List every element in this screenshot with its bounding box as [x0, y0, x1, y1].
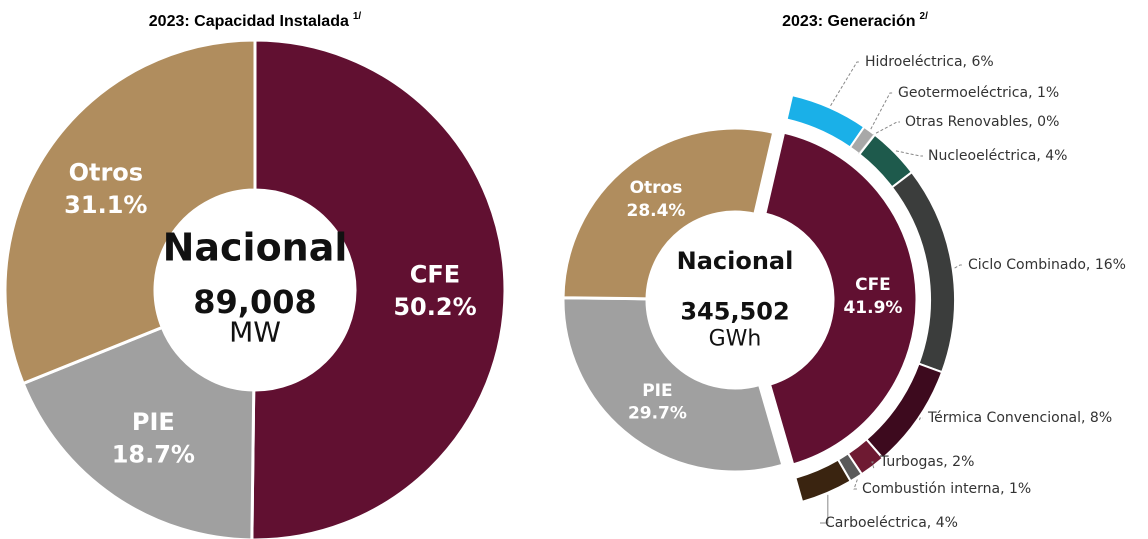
chart-title: 2023: Generación 2/ — [782, 11, 928, 31]
ring-segment — [794, 458, 852, 504]
ring-label: Geotermoeléctrica, 1% — [898, 85, 1059, 101]
ring-label: Ciclo Combinado, 16% — [968, 257, 1126, 273]
donut-slice — [3, 38, 257, 386]
donut-slice — [250, 38, 507, 539]
donut-slice — [762, 130, 919, 467]
slice-value: 29.7% — [628, 404, 687, 424]
leader-line — [954, 264, 963, 269]
slice-label: PIE — [642, 381, 672, 401]
leader-line — [830, 61, 860, 107]
slice-label: PIE — [132, 408, 175, 436]
title-text: 2023: Generación — [782, 13, 915, 30]
center-value: 89,008 — [193, 283, 316, 321]
leader-line — [820, 494, 829, 524]
slice-value: 41.9% — [843, 298, 902, 318]
slice-label: CFE — [410, 261, 460, 289]
ring-label: Combustión interna, 1% — [862, 481, 1031, 497]
slice-label: CFE — [855, 275, 891, 295]
donut-slice — [21, 325, 256, 539]
slice-value: 28.4% — [626, 201, 685, 221]
leader-line — [853, 479, 858, 490]
center-title: Nacional — [163, 226, 348, 270]
center-title: Nacional — [677, 247, 794, 275]
donut-slice — [561, 296, 785, 474]
ring-label: Otras Renovables, 0% — [905, 114, 1059, 130]
center-unit: GWh — [709, 327, 762, 352]
ring-label: Hidroeléctrica, 6% — [865, 54, 994, 70]
title-note: 2/ — [920, 11, 929, 22]
slice-label: Otros — [69, 159, 143, 187]
slice-label: Otros — [630, 178, 683, 198]
leader-line — [875, 121, 900, 134]
leader-line — [871, 461, 875, 469]
title-note: 1/ — [353, 11, 362, 22]
slice-value: 31.1% — [64, 191, 147, 219]
leader-line — [919, 417, 923, 421]
title-text: 2023: Capacidad Instalada — [149, 13, 349, 30]
leader-line — [895, 150, 923, 157]
chart-title: 2023: Capacidad Instalada 1/ — [149, 11, 362, 31]
slice-value: 50.2% — [393, 293, 476, 321]
center-unit: MW — [229, 315, 281, 348]
donut-slice — [561, 126, 776, 301]
slice-value: 18.7% — [112, 440, 195, 468]
ring-label: Turbogas, 2% — [879, 454, 974, 470]
center-value: 345,502 — [680, 297, 789, 325]
ring-label: Carboeléctrica, 4% — [825, 515, 958, 531]
leader-line — [870, 92, 893, 130]
ring-label: Nucleoeléctrica, 4% — [928, 148, 1067, 164]
ring-label: Térmica Convencional, 8% — [927, 410, 1112, 426]
